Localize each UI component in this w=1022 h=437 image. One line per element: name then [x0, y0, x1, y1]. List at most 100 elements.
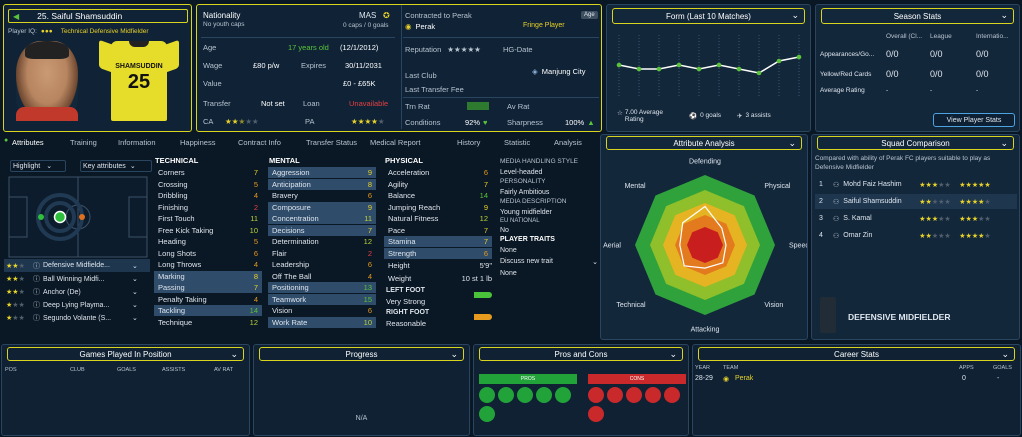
info-icon[interactable]: ⓘ: [33, 262, 40, 270]
chevron-down-icon[interactable]: ⌄: [132, 262, 138, 270]
tab-medical-report[interactable]: Medical Report: [370, 138, 421, 147]
con-trait-icon[interactable]: [664, 387, 680, 403]
tab-information[interactable]: Information: [118, 138, 156, 147]
attribute-row[interactable]: Aggression 9: [268, 167, 376, 178]
tab-training[interactable]: Training: [70, 138, 97, 147]
pro-trait-icon[interactable]: [479, 387, 495, 403]
attribute-row[interactable]: Anticipation 8: [268, 178, 376, 190]
chevron-down-icon[interactable]: ⌄: [230, 349, 238, 359]
pro-trait-icon[interactable]: [536, 387, 552, 403]
attribute-row[interactable]: Concentration 11: [268, 213, 376, 224]
con-trait-icon[interactable]: [588, 406, 604, 422]
attribute-row[interactable]: Bravery 6: [268, 190, 376, 201]
chevron-down-icon[interactable]: ⌄: [132, 315, 138, 322]
form-point[interactable]: [676, 62, 682, 68]
attribute-row[interactable]: Strength 6: [384, 247, 492, 259]
squad-player-row[interactable]: 1 ⚇ Mohd Faiz Hashim ★★★★★ ★★★★★: [815, 177, 1017, 192]
chevron-down-icon[interactable]: ⌄: [791, 10, 799, 20]
form-point[interactable]: [616, 62, 622, 68]
highlight-dropdown[interactable]: Highlight ⌄: [10, 160, 66, 172]
chevron-down-icon[interactable]: ⌄: [450, 349, 458, 359]
attribute-row[interactable]: Finishing 2: [154, 202, 262, 213]
attribute-row[interactable]: Jumping Reach 9: [384, 202, 492, 213]
attribute-row[interactable]: Long Throws 4: [154, 259, 262, 270]
role-row[interactable]: ★★★ ⓘ Defensive Midfielde... ⌄: [4, 259, 150, 272]
attribute-row[interactable]: Natural Fitness 12: [384, 213, 492, 224]
attribute-row[interactable]: Dribbling 4: [154, 190, 262, 201]
con-trait-icon[interactable]: [645, 387, 661, 403]
attribute-row[interactable]: Decisions 7: [268, 224, 376, 236]
info-icon[interactable]: ⓘ: [33, 276, 40, 283]
attribute-row[interactable]: Composure 9: [268, 201, 376, 213]
attribute-row[interactable]: Positioning 13: [268, 282, 376, 293]
pro-trait-icon[interactable]: [498, 387, 514, 403]
pro-trait-icon[interactable]: [479, 406, 495, 422]
attribute-row[interactable]: Corners 7: [154, 167, 262, 178]
tab-history[interactable]: History: [457, 138, 481, 147]
pro-trait-icon[interactable]: [517, 387, 533, 403]
attribute-row[interactable]: Penalty Taking 4: [154, 294, 262, 305]
role-row[interactable]: ★★★ ⓘ Segundo Volante (S... ⌄: [4, 312, 150, 324]
pro-trait-icon[interactable]: [555, 387, 571, 403]
attribute-row[interactable]: Leadership 6: [268, 259, 376, 270]
tab-transfer-status[interactable]: Transfer Status: [306, 138, 357, 147]
attribute-row[interactable]: Long Shots 6: [154, 248, 262, 259]
form-point[interactable]: [736, 66, 742, 72]
attribute-row[interactable]: Heading 5: [154, 236, 262, 247]
attribute-row[interactable]: Teamwork 15: [268, 293, 376, 305]
squad-player-row[interactable]: 2 ⚇ Saiful Shamsuddin ★★★★★ ★★★★★: [815, 194, 1017, 209]
attribute-row[interactable]: Tackling 14: [154, 305, 262, 316]
attribute-row[interactable]: Vision 6: [268, 305, 376, 316]
squad-player-row[interactable]: 3 ⚇ S. Kamal ★★★★★ ★★★★★: [815, 211, 1017, 226]
attribute-row[interactable]: Agility 7: [384, 179, 492, 190]
form-point[interactable]: [656, 66, 662, 72]
discuss-trait-dropdown[interactable]: Discuss new trait ⌄: [500, 258, 598, 266]
chevron-down-icon[interactable]: ⌄: [132, 276, 138, 283]
attribute-row[interactable]: Off The Ball 4: [268, 271, 376, 282]
role-row[interactable]: ★★★ ⓘ Ball Winning Midfi... ⌄: [4, 273, 150, 285]
chevron-down-icon[interactable]: ⌄: [1001, 349, 1009, 359]
attribute-row[interactable]: Acceleration 6: [384, 167, 492, 178]
form-point[interactable]: [696, 66, 702, 72]
con-trait-icon[interactable]: [607, 387, 623, 403]
chevron-down-icon[interactable]: ⌄: [132, 302, 138, 309]
tab-contract-info[interactable]: Contract Info: [238, 138, 281, 147]
info-icon[interactable]: ⓘ: [33, 302, 40, 309]
tab-happiness[interactable]: Happiness: [180, 138, 216, 147]
con-trait-icon[interactable]: [588, 387, 604, 403]
info-icon[interactable]: ⓘ: [33, 315, 40, 322]
squad-player-row[interactable]: 4 ⚇ Omar Zin ★★★★★ ★★★★★: [815, 228, 1017, 243]
attribute-row[interactable]: Technique 12: [154, 317, 262, 328]
info-icon[interactable]: ⓘ: [33, 289, 40, 296]
tab-analysis[interactable]: Analysis: [554, 138, 582, 147]
chevron-down-icon[interactable]: ⌄: [1000, 10, 1008, 20]
attribute-row[interactable]: Work Rate 10: [268, 316, 376, 328]
attribute-row[interactable]: First Touch 11: [154, 213, 262, 224]
view-player-stats-button[interactable]: View Player Stats: [933, 113, 1015, 127]
attribute-row[interactable]: Determination 12: [268, 236, 376, 247]
form-point[interactable]: [716, 62, 722, 68]
player-name-bar[interactable]: ◀ 25. Saiful Shamsuddin: [8, 9, 188, 23]
attribute-row[interactable]: Balance 14: [384, 190, 492, 201]
form-point[interactable]: [796, 54, 802, 60]
tab-attributes[interactable]: Attributes: [12, 138, 44, 147]
attribute-row[interactable]: Marking 8: [154, 270, 262, 282]
con-trait-icon[interactable]: [626, 387, 642, 403]
tab-statistic[interactable]: Statistic: [504, 138, 531, 147]
role-row[interactable]: ★★★ ⓘ Anchor (De) ⌄: [4, 286, 150, 298]
chevron-down-icon[interactable]: ⌄: [1000, 138, 1008, 148]
chevron-down-icon[interactable]: ⌄: [669, 349, 677, 359]
chevron-down-icon[interactable]: ⌄: [788, 138, 796, 148]
form-point[interactable]: [636, 66, 642, 72]
attribute-row[interactable]: Crossing 5: [154, 179, 262, 190]
role-row[interactable]: ★★★ ⓘ Deep Lying Playma... ⌄: [4, 299, 150, 311]
chevron-down-icon[interactable]: ⌄: [132, 289, 138, 296]
attribute-row[interactable]: Passing 7: [154, 282, 262, 293]
career-row[interactable]: 28-29 ◉ Perak 0 -: [693, 375, 1020, 387]
back-arrow-icon[interactable]: ◀: [13, 11, 20, 21]
form-point[interactable]: [776, 58, 782, 64]
form-point[interactable]: [756, 70, 762, 76]
attribute-row[interactable]: Flair 2: [268, 248, 376, 259]
attribute-row[interactable]: Stamina 7: [384, 236, 492, 247]
attribute-row[interactable]: Pace 7: [384, 225, 492, 236]
